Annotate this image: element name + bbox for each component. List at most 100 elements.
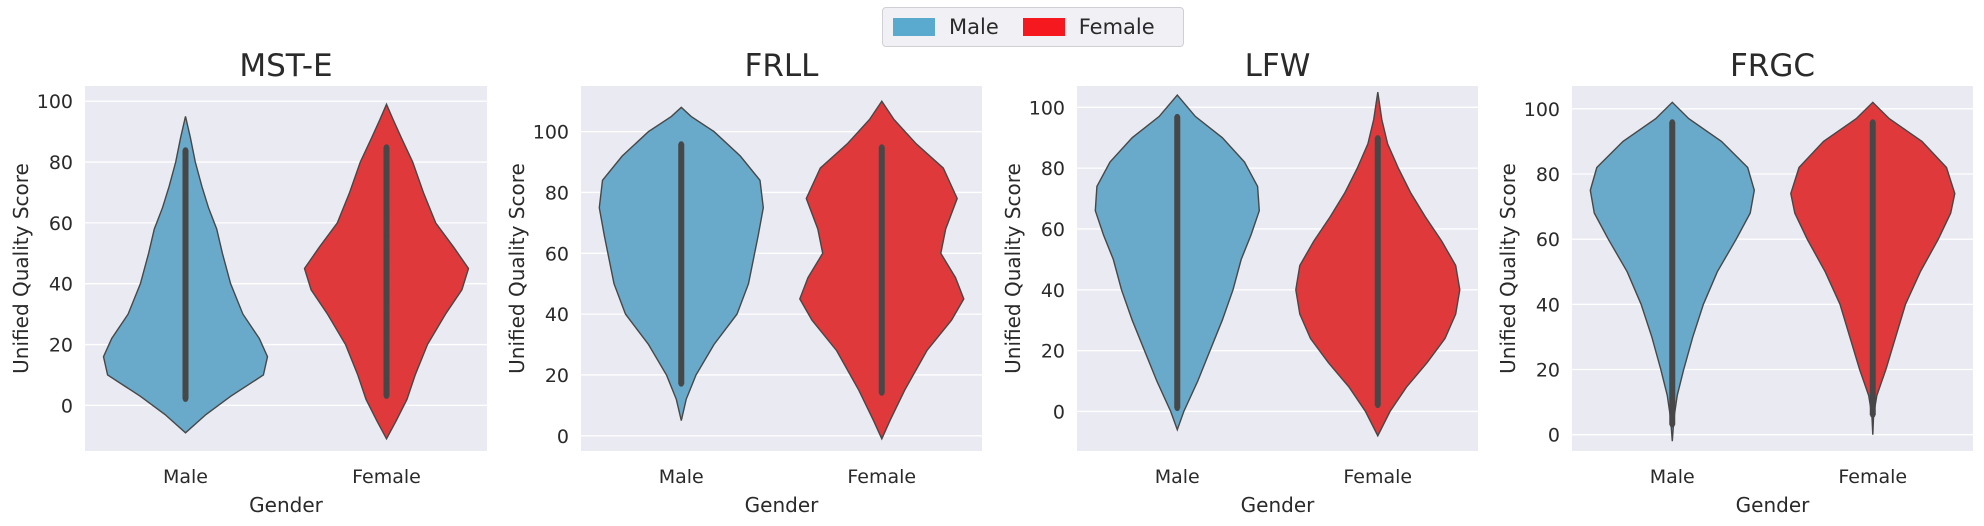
data-point (383, 281, 390, 287)
data-point (1669, 422, 1675, 428)
x-tick-label: Female (1343, 466, 1412, 488)
data-point (879, 378, 885, 384)
y-tick-label: 20 (545, 365, 569, 387)
panel-title: FRGC (1730, 48, 1815, 84)
y-tick-label: 100 (37, 91, 73, 113)
y-tick-label: 20 (49, 335, 73, 357)
data-point (1174, 113, 1180, 120)
panel-title: MST-E (239, 48, 332, 84)
data-point (182, 189, 189, 196)
data-point (1375, 141, 1381, 147)
data-point (678, 141, 684, 147)
data-point (383, 189, 390, 196)
data-point (879, 202, 885, 208)
data-point (1870, 412, 1876, 418)
y-axis-label: Unified Quality Score (1001, 163, 1025, 374)
y-tick-label: 100 (1524, 99, 1560, 121)
y-axis-label: Unified Quality Score (505, 163, 529, 374)
data-point (182, 159, 189, 165)
data-point (182, 174, 189, 180)
legend-item-female: Female (1022, 15, 1155, 39)
y-tick-label: 0 (61, 395, 73, 417)
y-axis-label: Unified Quality Score (1496, 163, 1520, 374)
x-tick-label: Male (1650, 466, 1695, 488)
data-point (383, 250, 390, 256)
x-axis-label: Gender (745, 493, 819, 517)
x-tick-label: Female (847, 466, 916, 488)
x-tick-label: Male (659, 466, 704, 488)
data-point (879, 348, 885, 354)
data-point (383, 311, 390, 317)
data-point (879, 232, 885, 238)
legend: Male Female (882, 7, 1184, 47)
data-point (678, 317, 684, 323)
data-point (1375, 150, 1381, 156)
data-point (383, 384, 390, 390)
data-point (383, 372, 390, 378)
data-point (1669, 119, 1675, 125)
data-point (383, 357, 390, 363)
y-tick-label: 40 (1536, 294, 1560, 316)
x-tick-label: Female (352, 466, 421, 488)
y-tick-label: 20 (1536, 360, 1560, 382)
y-tick-label: 60 (1536, 229, 1560, 251)
y-tick-label: 100 (1029, 97, 1065, 119)
y-tick-label: 80 (49, 152, 73, 174)
y-tick-label: 100 (533, 122, 569, 144)
x-tick-label: Female (1838, 466, 1907, 488)
y-tick-label: 60 (49, 213, 73, 235)
data-point (879, 366, 885, 372)
panel-title: FRLL (745, 48, 820, 84)
data-point (1669, 415, 1675, 422)
legend-label-male: Male (949, 15, 999, 39)
y-tick-label: 80 (1041, 158, 1065, 180)
x-tick-label: Male (1155, 466, 1200, 488)
data-point (678, 366, 684, 372)
data-point (678, 360, 684, 366)
y-tick-label: 40 (545, 304, 569, 326)
data-point (1669, 406, 1675, 412)
data-point (383, 205, 390, 211)
data-point (383, 144, 390, 150)
data-point (383, 378, 390, 384)
data-point (1375, 396, 1381, 402)
panel-title: LFW (1245, 48, 1311, 84)
y-tick-label: 80 (545, 182, 569, 204)
y-tick-label: 40 (1041, 280, 1065, 302)
y-tick-label: 40 (49, 274, 73, 296)
data-point (182, 396, 189, 402)
data-point (383, 235, 390, 241)
data-point (383, 159, 390, 165)
data-point (1375, 135, 1381, 141)
data-point (1870, 396, 1876, 402)
data-point (383, 393, 390, 399)
data-point (383, 326, 390, 332)
data-point (383, 220, 390, 226)
x-tick-label: Male (163, 466, 208, 488)
legend-swatch-female (1022, 18, 1065, 36)
data-point (383, 341, 390, 348)
data-point (678, 381, 684, 387)
data-point (182, 165, 189, 171)
y-tick-label: 60 (545, 243, 569, 265)
data-point (182, 147, 189, 153)
data-point (383, 296, 390, 302)
data-point (1870, 119, 1876, 125)
data-point (879, 250, 885, 256)
data-point (678, 354, 684, 360)
y-tick-label: 0 (1053, 401, 1065, 423)
data-point (879, 144, 885, 150)
data-point (879, 390, 885, 396)
y-tick-label: 0 (557, 426, 569, 448)
x-axis-label: Gender (1736, 493, 1810, 517)
legend-label-female: Female (1078, 15, 1155, 39)
data-point (1174, 405, 1180, 412)
x-axis-label: Gender (1241, 493, 1315, 517)
data-point (182, 153, 189, 159)
legend-swatch-male (893, 18, 935, 36)
y-tick-label: 0 (1548, 425, 1560, 447)
data-point (1375, 402, 1381, 408)
y-tick-label: 20 (1041, 341, 1065, 363)
data-point (383, 265, 390, 272)
